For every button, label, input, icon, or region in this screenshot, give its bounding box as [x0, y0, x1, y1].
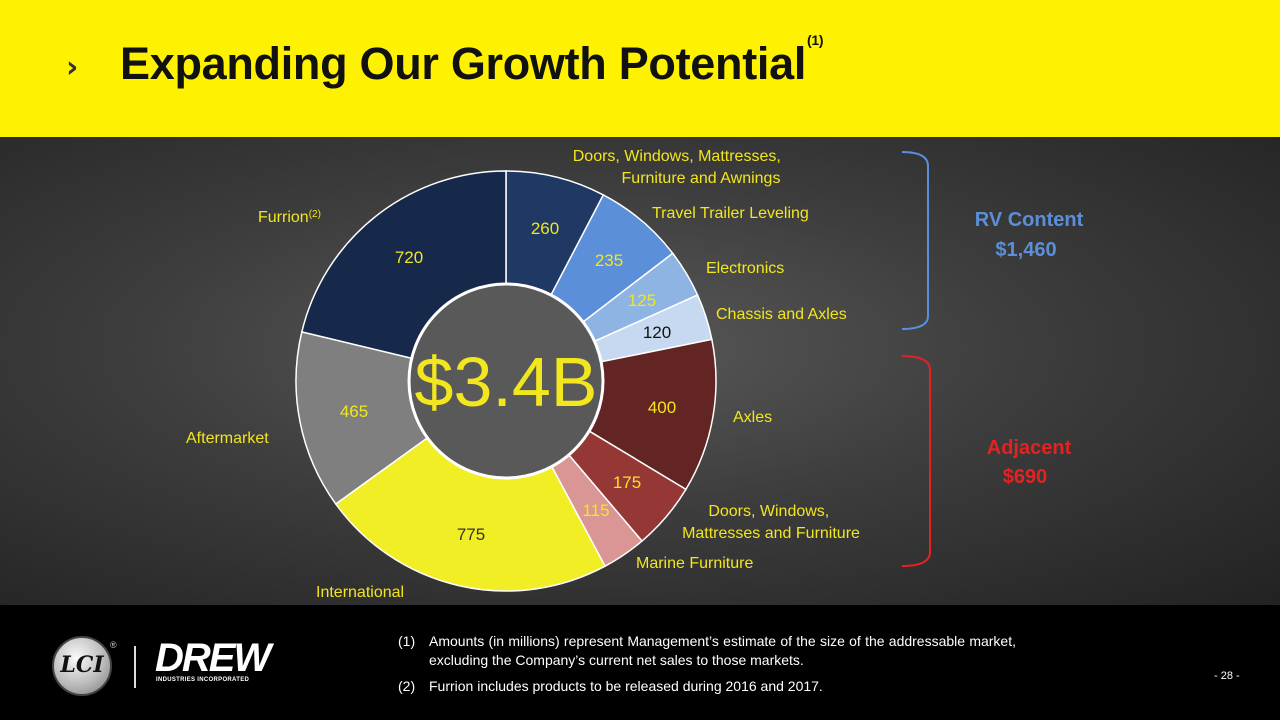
chevron-right-icon: › — [66, 50, 79, 85]
category-label-doors-awnings: Doors, Windows, Mattresses, Furniture an… — [573, 148, 786, 187]
category-label-marine-furniture: Marine Furniture — [636, 555, 753, 572]
footnote-2: (2) Furrion includes products to be rele… — [398, 677, 1016, 697]
title-footnote-ref: (1) — [807, 32, 824, 48]
category-label-axles: Axles — [733, 409, 772, 426]
registered-mark: ® — [110, 640, 117, 650]
footnote-1-text: Amounts (in millions) represent Manageme… — [429, 633, 1016, 668]
category-label-electronics: Electronics — [706, 260, 784, 277]
footnote-1: (1) Amounts (in millions) represent Mana… — [398, 632, 1016, 672]
value-label-2: 125 — [628, 291, 656, 310]
donut-hole — [407, 282, 605, 480]
footnote-1-number: (1) — [398, 633, 416, 649]
lci-logo-text: LCI — [60, 652, 104, 678]
drew-logo-subtitle: INDUSTRIES INCORPORATED — [156, 677, 250, 683]
category-label-international: International — [316, 584, 404, 601]
title-bar: › Expanding Our Growth Potential(1) — [0, 0, 1280, 137]
value-label-7: 775 — [457, 525, 485, 544]
page-number: - 28 - — [1214, 670, 1240, 682]
lci-logo: LCI — [52, 636, 112, 696]
value-label-5: 175 — [613, 473, 641, 492]
category-label-furrion: Furrion(2) — [258, 209, 321, 226]
adjacent-bracket — [901, 355, 931, 567]
category-label-doors-mattresses: Doors, Windows, Mattresses and Furniture — [682, 503, 860, 542]
category-label-travel-trailer-leveling: Travel Trailer Leveling — [652, 205, 809, 222]
value-label-8: 465 — [340, 402, 368, 421]
group-name-rv-content: RV Content — [975, 209, 1084, 231]
value-label-0: 260 — [531, 219, 559, 238]
value-label-1: 235 — [595, 251, 623, 270]
footnote-2-number: (2) — [398, 678, 416, 694]
slide-title: Expanding Our Growth Potential(1) — [120, 32, 824, 90]
slide-title-text: Expanding Our Growth Potential — [120, 38, 807, 89]
logo-divider — [134, 646, 136, 688]
value-label-9: 720 — [395, 248, 423, 267]
group-name-adjacent: Adjacent — [987, 437, 1072, 459]
center-total-label: $3.4B — [415, 343, 598, 421]
value-label-6: 115 — [582, 501, 609, 520]
drew-logo: DREW — [155, 636, 271, 680]
rv-content-bracket — [901, 151, 929, 330]
group-total-adjacent: $690 — [1003, 466, 1048, 488]
value-label-3: 120 — [643, 323, 671, 342]
footer — [0, 605, 1280, 720]
category-label-chassis-axles: Chassis and Axles — [716, 306, 847, 323]
category-label-aftermarket: Aftermarket — [186, 430, 269, 447]
market-donut-chart: $3.4B 260 235 125 120 400 175 115 775 46… — [186, 148, 1084, 601]
footnote-2-text: Furrion includes products to be released… — [429, 678, 823, 694]
value-label-4: 400 — [648, 398, 676, 417]
group-total-rv-content: $1,460 — [995, 239, 1056, 261]
